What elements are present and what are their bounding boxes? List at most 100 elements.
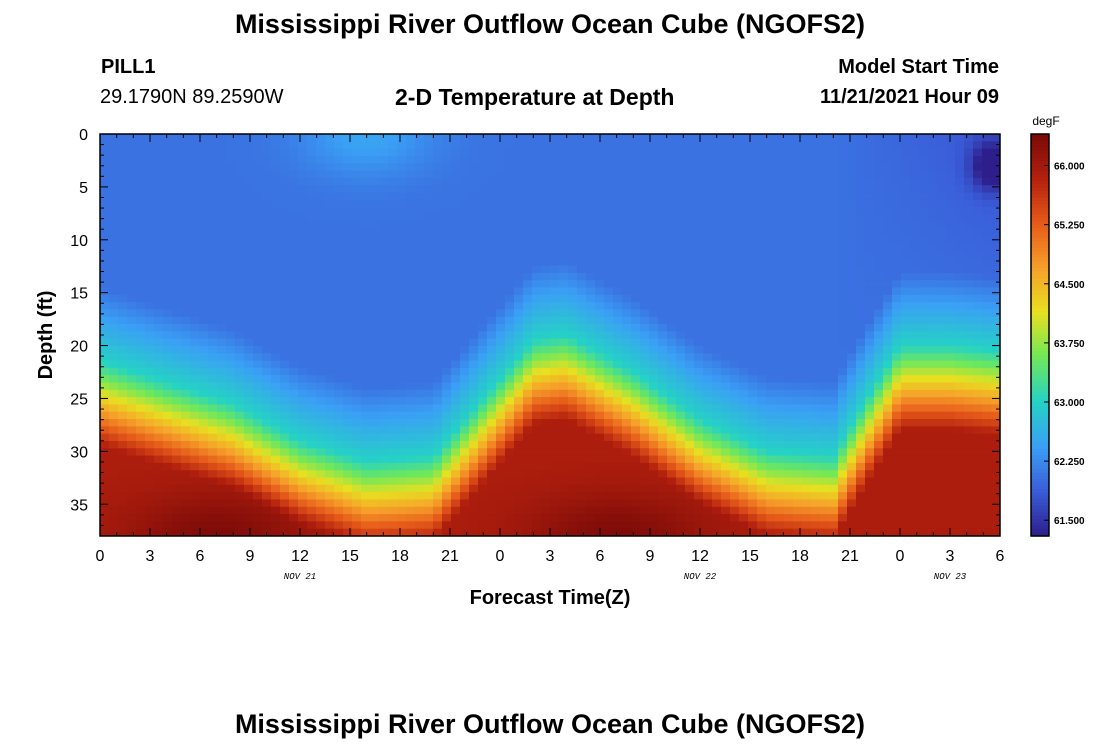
heatmap-cell (379, 433, 389, 442)
heatmap-cell (703, 294, 713, 303)
heatmap-cell (595, 484, 605, 493)
heatmap-cell (316, 199, 326, 208)
heatmap-cell (163, 411, 173, 420)
heatmap-cell (253, 214, 263, 223)
heatmap-cell (244, 207, 254, 215)
heatmap-cell (820, 448, 830, 457)
heatmap-cell (199, 265, 209, 274)
heatmap-cell (253, 331, 263, 340)
heatmap-cell (451, 455, 461, 464)
heatmap-cell (541, 324, 551, 332)
heatmap-cell (892, 448, 902, 457)
heatmap-cell (496, 141, 506, 150)
heatmap-cell (523, 229, 533, 237)
heatmap-cell (622, 170, 632, 179)
heatmap-cell (829, 265, 839, 274)
heatmap-cell (775, 375, 785, 384)
heatmap-cell (325, 404, 335, 413)
heatmap-cell (901, 214, 911, 223)
heatmap-cell (802, 280, 812, 289)
heatmap-cell (730, 316, 740, 325)
heatmap-cell (514, 141, 524, 150)
heatmap-cell (136, 448, 146, 457)
heatmap-cell (244, 134, 254, 142)
heatmap-cell (352, 280, 362, 289)
heatmap-cell (433, 163, 443, 172)
heatmap-cell (433, 499, 443, 508)
heatmap-cell (217, 440, 227, 449)
heatmap-cell (208, 514, 218, 522)
heatmap-cell (496, 243, 506, 252)
heatmap-cell (181, 163, 191, 172)
heatmap-cell (586, 338, 596, 347)
heatmap-cell (649, 134, 659, 142)
heatmap-cell (451, 521, 461, 530)
heatmap-cell (478, 521, 488, 530)
heatmap-cell (730, 506, 740, 515)
heatmap-cell (262, 521, 272, 530)
heatmap-cell (109, 272, 119, 281)
heatmap-cell (667, 141, 677, 150)
heatmap-cell (766, 236, 776, 245)
heatmap-cell (370, 170, 380, 179)
heatmap-cell (226, 207, 236, 215)
heatmap-cell (325, 499, 335, 508)
heatmap-cell (451, 214, 461, 223)
heatmap-cell (784, 163, 794, 172)
heatmap-cell (370, 229, 380, 237)
heatmap-cell (496, 477, 506, 486)
heatmap-cell (559, 331, 569, 340)
heatmap-cell (514, 426, 524, 435)
heatmap-cell (910, 250, 920, 259)
heatmap-cell (109, 229, 119, 237)
heatmap-cell (505, 382, 515, 391)
heatmap-cell (145, 397, 155, 406)
heatmap-cell (559, 170, 569, 179)
heatmap-cell (658, 287, 668, 296)
heatmap-cell (649, 338, 659, 347)
heatmap-cell (649, 353, 659, 362)
heatmap-cell (766, 360, 776, 369)
heatmap-cell (595, 514, 605, 522)
heatmap-cell (388, 397, 398, 406)
heatmap-cell (262, 236, 272, 245)
heatmap-cell (334, 272, 344, 281)
heatmap-cell (892, 492, 902, 501)
heatmap-cell (856, 389, 866, 398)
heatmap-cell (217, 528, 227, 536)
heatmap-cell (856, 360, 866, 369)
heatmap-cell (910, 331, 920, 340)
heatmap-cell (406, 265, 416, 274)
heatmap-cell (415, 492, 425, 501)
heatmap-cell (631, 382, 641, 391)
heatmap-cell (829, 338, 839, 347)
heatmap-cell (865, 250, 875, 259)
heatmap-cell (235, 404, 245, 413)
heatmap-cell (685, 170, 695, 179)
heatmap-cell (820, 433, 830, 442)
heatmap-cell (262, 477, 272, 486)
heatmap-cell (208, 455, 218, 464)
heatmap-cell (100, 185, 110, 194)
heatmap-cell (370, 389, 380, 398)
heatmap-cell (847, 462, 857, 471)
heatmap-cell (496, 294, 506, 303)
heatmap-cell (244, 448, 254, 457)
heatmap-cell (415, 134, 425, 142)
heatmap-cell (280, 309, 290, 318)
heatmap-cell (262, 192, 272, 201)
heatmap-cell (244, 177, 254, 186)
heatmap-cell (667, 272, 677, 281)
heatmap-cell (325, 250, 335, 259)
heatmap-cell (208, 382, 218, 391)
heatmap-cell (262, 141, 272, 150)
heatmap-cell (658, 243, 668, 252)
heatmap-cell (496, 265, 506, 274)
heatmap-cell (307, 389, 317, 398)
heatmap-cell (649, 455, 659, 464)
heatmap-cell (595, 221, 605, 230)
heatmap-cell (442, 331, 452, 340)
heatmap-cell (532, 455, 542, 464)
heatmap-cell (541, 389, 551, 398)
heatmap-cell (298, 375, 308, 384)
